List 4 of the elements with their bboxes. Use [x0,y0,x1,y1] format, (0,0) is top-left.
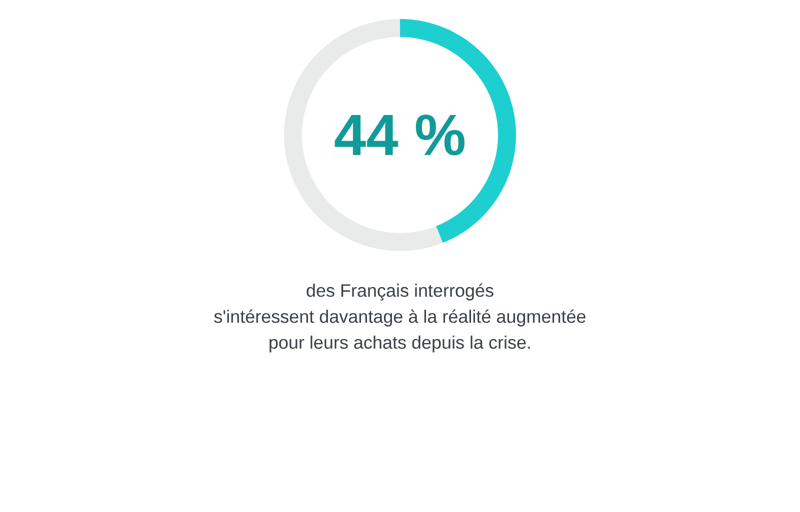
text: des Français interrogés [306,283,494,301]
text: pour leurs achats depuis la crise. [270,336,530,352]
text: 44 % [334,114,465,156]
text: s'intéressent davantage à la réalité augmentée [214,310,586,326]
